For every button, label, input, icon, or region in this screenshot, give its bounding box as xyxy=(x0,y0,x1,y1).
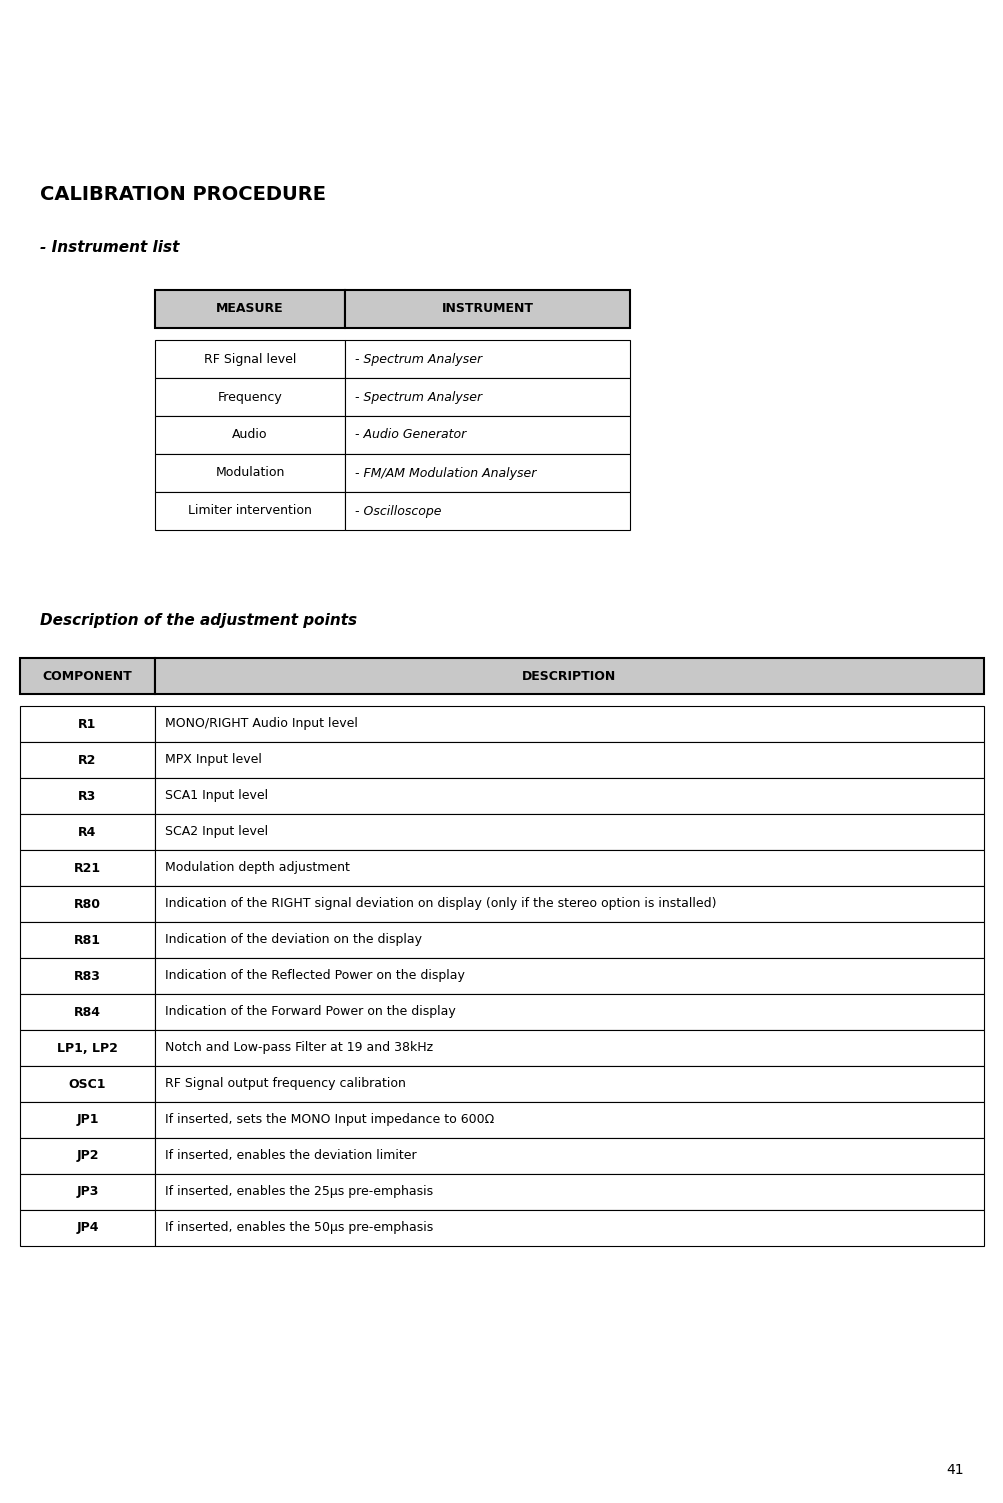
Text: Audio: Audio xyxy=(232,428,268,442)
Text: LP1, LP2: LP1, LP2 xyxy=(57,1042,117,1055)
Text: R1: R1 xyxy=(78,717,96,730)
Text: Indication of the deviation on the display: Indication of the deviation on the displ… xyxy=(164,933,421,947)
Bar xyxy=(154,851,983,885)
Text: CALIBRATION PROCEDURE: CALIBRATION PROCEDURE xyxy=(40,185,326,204)
Text: Frequency: Frequency xyxy=(218,391,282,403)
Text: INSTRUMENT: INSTRUMENT xyxy=(441,302,533,316)
Text: R80: R80 xyxy=(74,897,101,911)
Bar xyxy=(154,742,983,779)
Bar xyxy=(154,706,983,742)
Bar xyxy=(345,491,629,531)
Text: Modulation: Modulation xyxy=(215,466,285,479)
Text: 41: 41 xyxy=(946,1462,963,1477)
Text: OSC1: OSC1 xyxy=(68,1078,106,1091)
Bar xyxy=(154,779,983,815)
Bar xyxy=(20,851,154,885)
Bar xyxy=(20,1174,154,1210)
Bar xyxy=(154,290,345,328)
Bar xyxy=(154,1030,983,1066)
Text: - FM/AM Modulation Analyser: - FM/AM Modulation Analyser xyxy=(355,466,536,479)
Bar xyxy=(154,416,345,454)
Bar xyxy=(20,742,154,779)
Text: R3: R3 xyxy=(78,789,96,803)
Text: - Spectrum Analyser: - Spectrum Analyser xyxy=(355,353,481,365)
Bar xyxy=(154,491,345,531)
Text: Indication of the Forward Power on the display: Indication of the Forward Power on the d… xyxy=(164,1006,455,1019)
Bar xyxy=(20,779,154,815)
Text: If inserted, sets the MONO Input impedance to 600Ω: If inserted, sets the MONO Input impedan… xyxy=(164,1114,493,1127)
Bar xyxy=(20,885,154,921)
Bar xyxy=(20,658,154,694)
Text: SCA2 Input level: SCA2 Input level xyxy=(164,825,268,839)
Text: RF Signal level: RF Signal level xyxy=(204,353,296,365)
Text: - Instrument list: - Instrument list xyxy=(40,240,180,256)
Text: R21: R21 xyxy=(74,861,101,875)
Text: - Oscilloscope: - Oscilloscope xyxy=(355,505,441,517)
Text: JP3: JP3 xyxy=(76,1186,98,1198)
Text: RF Signal output frequency calibration: RF Signal output frequency calibration xyxy=(164,1078,405,1091)
Text: JP2: JP2 xyxy=(76,1150,98,1162)
Text: JP4: JP4 xyxy=(76,1222,98,1234)
Text: R2: R2 xyxy=(78,753,96,767)
Bar xyxy=(345,377,629,416)
Bar xyxy=(154,993,983,1030)
Text: JP1: JP1 xyxy=(76,1114,98,1127)
Text: Limiter intervention: Limiter intervention xyxy=(188,505,312,517)
Bar xyxy=(154,1210,983,1246)
Text: R83: R83 xyxy=(74,969,101,983)
Text: MONO/RIGHT Audio Input level: MONO/RIGHT Audio Input level xyxy=(164,717,357,730)
Bar xyxy=(345,416,629,454)
Bar xyxy=(20,1030,154,1066)
Bar xyxy=(20,1210,154,1246)
Text: Indication of the RIGHT signal deviation on display (only if the stereo option i: Indication of the RIGHT signal deviation… xyxy=(164,897,716,911)
Bar xyxy=(20,1066,154,1102)
Bar xyxy=(154,377,345,416)
Bar xyxy=(20,706,154,742)
Bar xyxy=(20,993,154,1030)
Bar xyxy=(20,1138,154,1174)
Bar xyxy=(20,921,154,957)
Bar xyxy=(154,921,983,957)
Bar xyxy=(154,454,345,491)
Text: Modulation depth adjustment: Modulation depth adjustment xyxy=(164,861,349,875)
Bar xyxy=(154,658,983,694)
Text: If inserted, enables the deviation limiter: If inserted, enables the deviation limit… xyxy=(164,1150,416,1162)
Text: COMPONENT: COMPONENT xyxy=(42,669,132,682)
Bar xyxy=(154,1138,983,1174)
Bar xyxy=(345,290,629,328)
Text: MEASURE: MEASURE xyxy=(216,302,284,316)
Bar xyxy=(154,1102,983,1138)
Bar xyxy=(154,1066,983,1102)
Text: Notch and Low-pass Filter at 19 and 38kHz: Notch and Low-pass Filter at 19 and 38kH… xyxy=(164,1042,432,1055)
Bar xyxy=(345,340,629,377)
Text: DESCRIPTION: DESCRIPTION xyxy=(522,669,616,682)
Text: - Spectrum Analyser: - Spectrum Analyser xyxy=(355,391,481,403)
Bar xyxy=(20,815,154,851)
Bar xyxy=(20,1102,154,1138)
Text: If inserted, enables the 50μs pre-emphasis: If inserted, enables the 50μs pre-emphas… xyxy=(164,1222,433,1234)
Text: - Audio Generator: - Audio Generator xyxy=(355,428,465,442)
Bar xyxy=(154,885,983,921)
Text: R84: R84 xyxy=(74,1006,101,1019)
Bar xyxy=(154,340,345,377)
Bar xyxy=(345,454,629,491)
Bar xyxy=(154,957,983,993)
Text: R81: R81 xyxy=(74,933,101,947)
Text: R4: R4 xyxy=(78,825,96,839)
Text: If inserted, enables the 25μs pre-emphasis: If inserted, enables the 25μs pre-emphas… xyxy=(164,1186,432,1198)
Bar xyxy=(20,957,154,993)
Text: SCA1 Input level: SCA1 Input level xyxy=(164,789,268,803)
Text: Indication of the Reflected Power on the display: Indication of the Reflected Power on the… xyxy=(164,969,464,983)
Bar xyxy=(154,1174,983,1210)
Bar xyxy=(154,815,983,851)
Text: MPX Input level: MPX Input level xyxy=(164,753,262,767)
Text: Description of the adjustment points: Description of the adjustment points xyxy=(40,613,357,627)
